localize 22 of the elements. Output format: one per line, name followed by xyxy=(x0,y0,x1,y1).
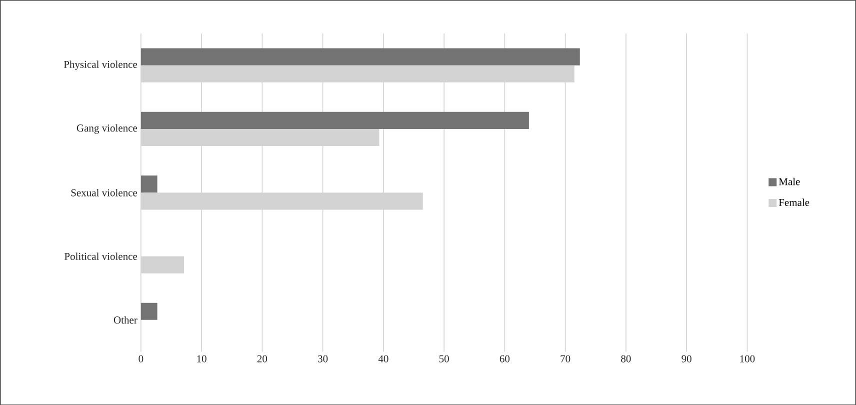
x-tick-label: 0 xyxy=(138,355,144,362)
bar xyxy=(140,175,158,192)
legend-label: Female xyxy=(778,198,810,206)
y-tick-label: Political violence xyxy=(64,252,138,260)
y-tick-label: Gang violence xyxy=(76,124,138,134)
legend-label: Male xyxy=(778,178,800,186)
x-tick-label: 10 xyxy=(197,355,206,362)
x-tick-label: 60 xyxy=(500,355,510,362)
x-tick-label: 40 xyxy=(378,355,388,362)
bar xyxy=(140,112,529,129)
bar xyxy=(140,48,580,66)
y-tick-label: Physical violence xyxy=(64,60,138,70)
y-tick-label: Other xyxy=(114,316,138,324)
y-tick-label: Sexual violence xyxy=(71,188,138,196)
x-tick-label: 100 xyxy=(740,355,755,362)
x-tick-label: 80 xyxy=(621,355,631,362)
x-tick-label: 90 xyxy=(682,355,692,362)
bar xyxy=(140,302,158,320)
x-tick-label: 30 xyxy=(318,355,328,362)
x-tick-label: 20 xyxy=(257,355,268,362)
x-tick-label: 50 xyxy=(439,355,449,362)
x-tick-label: 70 xyxy=(560,355,570,362)
